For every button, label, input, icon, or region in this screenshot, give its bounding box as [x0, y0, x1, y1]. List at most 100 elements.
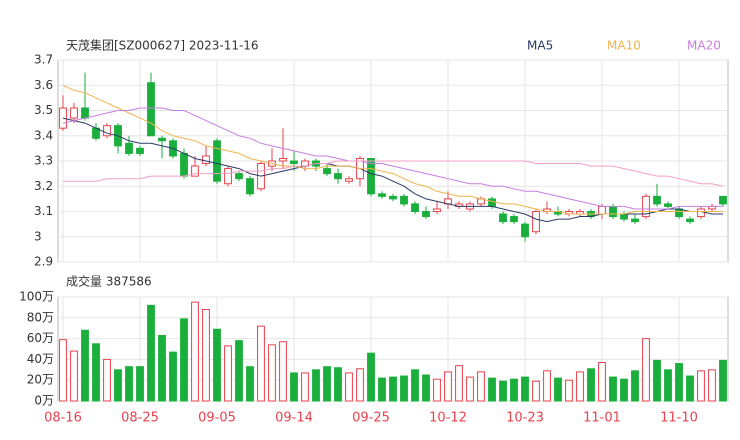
y-tick-label: 3.2 [34, 179, 53, 193]
candle-body [103, 125, 111, 137]
y-tick-label: 0万 [34, 394, 54, 408]
ma-line [63, 160, 724, 187]
volume-bar [444, 371, 452, 402]
volume-bar [455, 365, 463, 402]
volume-bar [158, 334, 166, 402]
candle-body [499, 213, 507, 223]
volume-bar [345, 372, 353, 402]
volume-bar [719, 359, 727, 402]
candle-body [323, 168, 331, 175]
chart-title: 天茂集团[SZ000627] 2023-11-16 [66, 38, 259, 53]
y-tick-label: 3.3 [34, 154, 53, 168]
volume-bar [367, 352, 375, 402]
y-tick-label: 80万 [27, 310, 54, 324]
volume-bar [334, 367, 342, 402]
volume-bar [620, 378, 628, 402]
x-tick-label: 09-14 [275, 411, 313, 426]
x-tick-label: 11-10 [660, 411, 698, 426]
volume-bar [433, 378, 441, 402]
volume-bar [697, 370, 705, 402]
volume-bar [675, 363, 683, 402]
candle-body [719, 195, 727, 205]
y-tick-label: 2.9 [34, 255, 53, 269]
candle-body [158, 137, 166, 142]
x-tick-label: 10-12 [429, 411, 467, 426]
x-tick-label: 09-05 [198, 411, 236, 426]
volume-bar [400, 375, 408, 402]
candle-body [411, 203, 419, 213]
candle-body [279, 157, 287, 162]
candle-body [686, 218, 694, 223]
candle-body [81, 107, 89, 119]
candle-body [334, 173, 342, 180]
candle-body [246, 178, 254, 195]
candle-body [191, 165, 199, 177]
volume-bar [686, 375, 694, 402]
candle-body [213, 140, 221, 182]
candle-body [510, 216, 518, 223]
x-tick-label: 09-25 [352, 411, 390, 426]
candle-body [180, 152, 188, 177]
candle-body [202, 155, 210, 165]
candle-body [488, 198, 496, 207]
x-tick-label: 10-23 [506, 411, 544, 426]
volume-bar [301, 372, 309, 402]
legend-entry: MA5 [527, 39, 553, 53]
y-tick-label: 3.7 [34, 53, 53, 67]
candle-body [675, 208, 683, 218]
candle-body [224, 168, 232, 185]
candle-body [400, 195, 408, 205]
volume-bar [268, 344, 276, 402]
ma-line [62, 107, 723, 210]
volume-bar [202, 308, 210, 402]
candle-body [598, 205, 606, 215]
volume-bar [213, 328, 221, 402]
volume-bar [389, 376, 397, 402]
volume-bar [631, 370, 639, 402]
volume-bar [422, 374, 430, 402]
candle-body [367, 157, 375, 195]
volume-bar [235, 340, 243, 402]
candle-body [125, 142, 133, 154]
volume-bar [279, 341, 287, 402]
volume-bar [521, 376, 529, 402]
volume-bar [708, 369, 716, 402]
candle-body [290, 160, 298, 165]
volume-bar [510, 378, 518, 402]
x-tick-label: 11-01 [583, 411, 621, 426]
volume-bar [125, 366, 133, 402]
candle-body [532, 211, 540, 233]
volume-bar [576, 371, 584, 402]
volume-bar [59, 339, 67, 402]
volume-bar [488, 377, 496, 402]
volume-bar [103, 358, 111, 402]
volume-bar [411, 369, 419, 402]
volume-bar [466, 376, 474, 402]
y-tick-label: 40万 [27, 352, 54, 366]
volume-bar [642, 338, 650, 402]
candle-body [620, 213, 628, 220]
legend-entry: MA10 [607, 39, 641, 53]
volume-bar [664, 369, 672, 402]
candle-body [378, 193, 386, 197]
candle-body [433, 208, 441, 213]
volume-bar [609, 376, 617, 402]
volume-bar [81, 329, 89, 402]
volume-bar [70, 350, 78, 402]
volume-bar [114, 369, 122, 402]
candle-body [664, 203, 672, 207]
candle-body [389, 195, 397, 200]
candle-body [631, 218, 639, 223]
candle-body [697, 208, 705, 218]
volume-bar [191, 301, 199, 402]
volume-bar [92, 343, 100, 402]
volume-bar [323, 366, 331, 402]
y-tick-label: 3 [34, 229, 42, 243]
legend-entry: MA20 [687, 39, 721, 53]
volume-bar [356, 368, 364, 402]
volume-bar [653, 359, 661, 402]
volume-bar [180, 318, 188, 402]
candle-body [136, 147, 144, 154]
candle-body [653, 195, 661, 205]
